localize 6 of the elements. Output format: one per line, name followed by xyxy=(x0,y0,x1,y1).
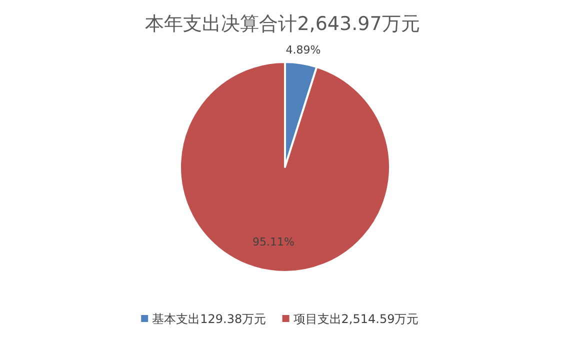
chart-title: 本年支出决算合计2,643.97万元 xyxy=(145,13,420,35)
data-label: 95.11% xyxy=(252,236,294,249)
pie-slice xyxy=(179,61,391,273)
data-label: 4.89% xyxy=(286,43,321,56)
legend-label: 项目支出2,514.59万元 xyxy=(293,312,419,326)
legend-label: 基本支出129.38万元 xyxy=(152,312,266,326)
